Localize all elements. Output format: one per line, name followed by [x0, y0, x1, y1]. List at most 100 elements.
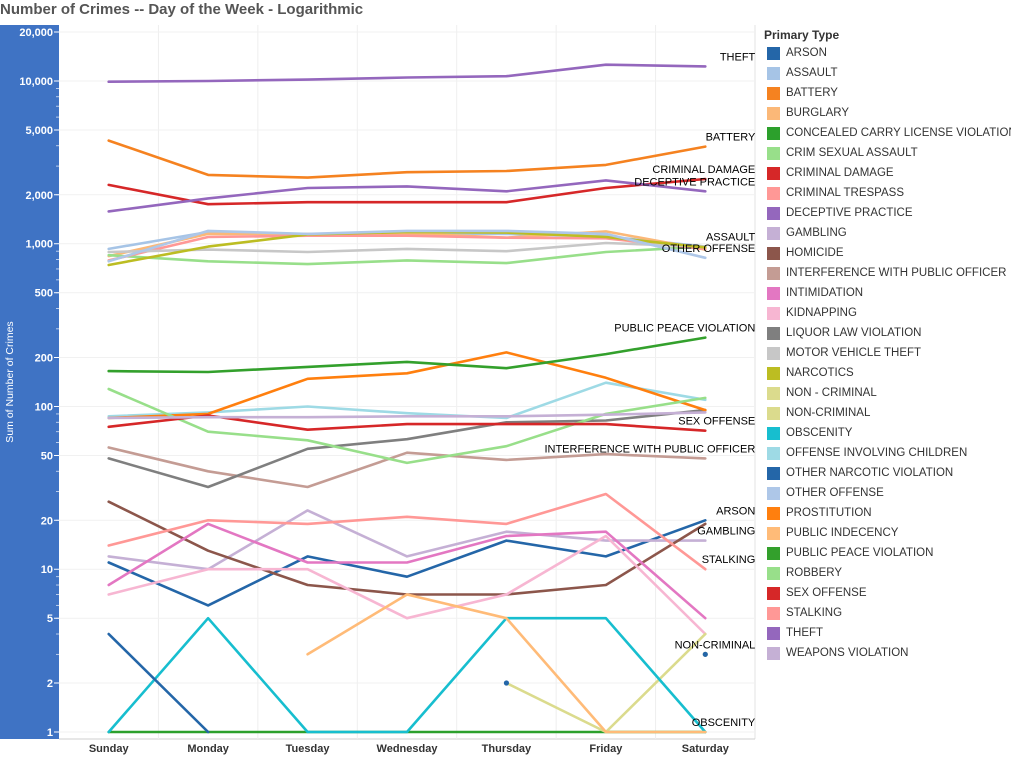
legend-item[interactable]: NARCOTICS [764, 363, 1009, 383]
legend-item[interactable]: CONCEALED CARRY LICENSE VIOLATION [764, 123, 1011, 143]
legend-item[interactable]: ARSON [764, 43, 1009, 63]
legend-swatch [767, 126, 780, 140]
legend-item[interactable]: INTIMIDATION [764, 283, 1009, 303]
legend-swatch [767, 286, 780, 300]
legend-item[interactable]: ASSAULT [764, 63, 1009, 83]
series-end-label: GAMBLING [697, 526, 755, 538]
legend-item[interactable]: PROSTITUTION [764, 503, 1009, 523]
series-line [107, 336, 707, 374]
legend-item[interactable]: DECEPTIVE PRACTICE [764, 203, 1009, 223]
legend-item[interactable]: ROBBERY [764, 563, 1009, 583]
series-line [107, 179, 707, 213]
legend-item[interactable]: OTHER NARCOTIC VIOLATION [764, 463, 1009, 483]
legend-label: PROSTITUTION [786, 507, 872, 519]
legend-swatch [767, 506, 780, 520]
legend-item[interactable]: WEAPONS VIOLATION [764, 643, 1009, 663]
legend-item[interactable]: CRIMINAL DAMAGE [764, 163, 1009, 183]
chart-title: Number of Crimes -- Day of the Week - Lo… [0, 1, 364, 18]
legend-item[interactable]: OBSCENITY [764, 423, 1009, 443]
legend-label: CRIMINAL DAMAGE [786, 167, 894, 179]
legend-label: LIQUOR LAW VIOLATION [786, 327, 922, 339]
y-tick-label: 20 [41, 515, 53, 527]
legend-swatch [767, 446, 780, 460]
series-line [107, 351, 707, 420]
series-end-label: CRIMINAL DAMAGE [652, 164, 755, 176]
data-point [503, 680, 510, 686]
legend-item[interactable]: STALKING [764, 603, 1009, 623]
legend-item[interactable]: HOMICIDE [764, 243, 1009, 263]
legend-item[interactable]: BATTERY [764, 83, 1009, 103]
legend-swatch [767, 466, 780, 480]
legend-swatch [767, 526, 780, 540]
legend-item[interactable]: LIQUOR LAW VIOLATION [764, 323, 1009, 343]
legend-label: CRIMINAL TRESPASS [786, 187, 905, 199]
y-tick-label: 50 [41, 450, 53, 462]
legend-label: PUBLIC PEACE VIOLATION [786, 547, 934, 559]
y-tick-label: 1 [47, 727, 53, 739]
series-end-label: STALKING [702, 554, 756, 566]
legend-label: NON - CRIMINAL [786, 387, 877, 399]
y-tick-label: 5 [47, 613, 53, 625]
legend-item[interactable]: OTHER OFFENSE [764, 483, 1009, 503]
legend-item[interactable]: OFFENSE INVOLVING CHILDREN [764, 443, 1009, 463]
x-tick-label: Monday [187, 743, 229, 755]
legend-title: Primary Type [764, 28, 840, 42]
legend-label: SEX OFFENSE [786, 587, 867, 599]
series-line [107, 492, 707, 571]
series-line [107, 241, 707, 254]
legend-item[interactable]: PUBLIC PEACE VIOLATION [764, 543, 1009, 563]
legend-swatch [767, 66, 780, 80]
legend-item[interactable]: BURGLARY [764, 103, 1009, 123]
legend-swatch [767, 206, 780, 220]
legend-label: MOTOR VEHICLE THEFT [786, 347, 922, 359]
y-tick-label: 2 [47, 678, 53, 690]
legend-item[interactable]: SEX OFFENSE [764, 583, 1009, 603]
series-line [107, 381, 707, 420]
series-line [107, 522, 707, 620]
legend-item[interactable]: NON - CRIMINAL [764, 383, 1009, 403]
series-line [107, 245, 707, 266]
x-tick-label: Wednesday [377, 743, 439, 755]
legend-label: PUBLIC INDECENCY [786, 527, 899, 539]
legend-label: THEFT [786, 627, 824, 639]
series-end-label: ARSON [716, 505, 755, 517]
legend: Primary Type ARSON ASSAULT BATTERY BURGLARY… [764, 27, 1011, 663]
legend-label: DECEPTIVE PRACTICE [786, 207, 913, 219]
legend-swatch [767, 366, 780, 380]
legend-item[interactable]: PUBLIC INDECENCY [764, 523, 1009, 543]
series-line [107, 63, 707, 83]
y-tick-label: 10 [41, 564, 53, 576]
legend-item[interactable]: CRIM SEXUAL ASSAULT [764, 143, 1009, 163]
legend-item[interactable]: INTERFERENCE WITH PUBLIC OFFICER [764, 263, 1009, 283]
x-tick-label: Friday [589, 743, 623, 755]
legend-label: HOMICIDE [786, 247, 844, 259]
y-tick-label: 100 [35, 401, 53, 413]
legend-swatch [767, 186, 780, 200]
legend-label: CONCEALED CARRY LICENSE VIOLATION [786, 127, 1011, 139]
legend-swatch [767, 386, 780, 400]
x-tick-label: Thursday [482, 743, 532, 755]
series-line [107, 411, 707, 420]
legend-swatch [767, 146, 780, 160]
legend-swatch [767, 626, 780, 640]
series-end-label: INTERFERENCE WITH PUBLIC OFFICER [544, 443, 755, 455]
series-line [107, 139, 707, 179]
series-line [306, 593, 707, 734]
y-tick-label: 500 [35, 288, 53, 300]
legend-label: ASSAULT [786, 67, 838, 79]
legend-swatch [767, 246, 780, 260]
legend-item[interactable]: KIDNAPPING [764, 303, 1009, 323]
legend-item[interactable]: THEFT [764, 623, 1009, 643]
legend-items: ARSON ASSAULT BATTERY BURGLARY CONCEALED CAR… [764, 43, 1011, 663]
legend-swatch [767, 266, 780, 280]
y-tick-label: 10,000 [19, 76, 53, 88]
y-tick-label: 1,000 [25, 239, 53, 251]
series-end-label: DECEPTIVE PRACTICE [634, 176, 755, 188]
y-tick-label: 5,000 [25, 125, 53, 137]
series-line [107, 616, 707, 734]
legend-item[interactable]: GAMBLING [764, 223, 1009, 243]
legend-item[interactable]: MOTOR VEHICLE THEFT [764, 343, 1009, 363]
legend-item[interactable]: NON-CRIMINAL [764, 403, 1009, 423]
legend-item[interactable]: CRIMINAL TRESPASS [764, 183, 1009, 203]
legend-label: INTERFERENCE WITH PUBLIC OFFICER [786, 267, 1007, 279]
